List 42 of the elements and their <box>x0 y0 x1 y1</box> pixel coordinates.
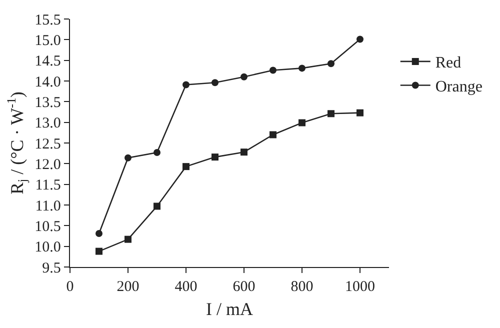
point <box>212 154 218 161</box>
y-tick-label: 12.0 <box>34 156 61 173</box>
y-tick-label: 13.0 <box>34 116 61 132</box>
y-tick-label: 11.0 <box>35 198 61 214</box>
point <box>154 149 160 156</box>
point <box>328 110 334 118</box>
point <box>298 64 306 72</box>
y-tick-label: 14.5 <box>34 54 61 70</box>
y-tick-label: 13.5 <box>34 94 61 111</box>
y-tick-label: 15.5 <box>34 12 61 28</box>
x-tick-label: 800 <box>290 279 314 296</box>
y-tick-label: 14.0 <box>34 74 61 90</box>
point <box>124 236 132 243</box>
x-tick-label: 600 <box>232 279 256 296</box>
point <box>356 36 364 43</box>
y-tick-label: 15.0 <box>34 32 61 49</box>
x-tick-label: 200 <box>116 279 140 296</box>
point <box>298 119 306 126</box>
y-tick-label: 10.5 <box>34 218 61 235</box>
x-tick-label: 1000 <box>345 279 375 296</box>
y-tick-label: 11.5 <box>35 178 61 194</box>
point <box>154 202 160 210</box>
x-tick-label: 400 <box>174 279 198 296</box>
point <box>270 131 276 138</box>
point <box>270 66 276 74</box>
point <box>182 81 190 88</box>
y-tick-label: 10.0 <box>34 240 61 256</box>
point <box>328 60 334 68</box>
point <box>96 230 102 238</box>
y-tick-label: 9.5 <box>42 260 61 276</box>
x-tick-label: 0 <box>66 279 74 296</box>
x-axis-title: I / mA <box>206 299 253 320</box>
point <box>96 248 102 255</box>
legend-label: Red <box>435 54 462 72</box>
y-tick-label: 12.5 <box>34 136 61 152</box>
point <box>240 148 248 156</box>
legend-label: Orange <box>435 78 482 96</box>
point <box>240 73 248 80</box>
point <box>182 163 190 170</box>
point <box>356 109 364 116</box>
point <box>124 154 132 162</box>
point <box>212 79 218 86</box>
